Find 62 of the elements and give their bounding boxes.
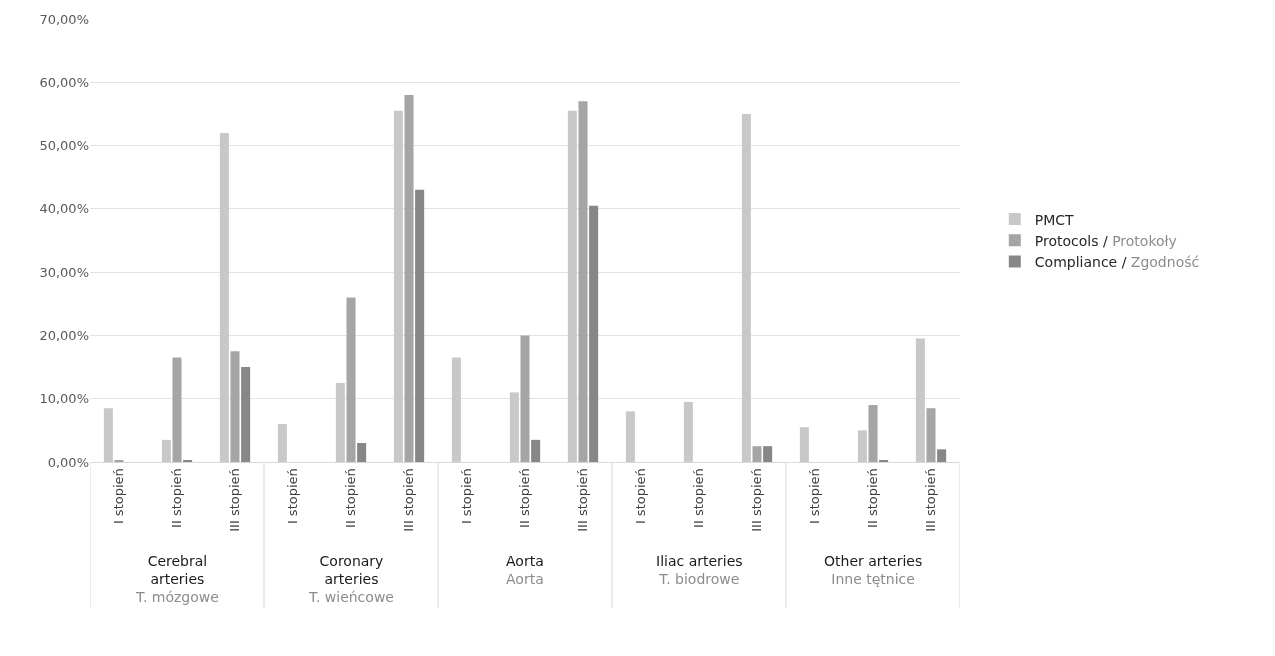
text: Coronary arteries T. wieńcowe [308,553,394,606]
x-tick-label: I stopień [807,468,823,525]
legend-label: Protocols / Protokoły [1034,232,1177,249]
y-tick-label: 40,00% [39,201,89,217]
bar [219,132,229,462]
bar [926,408,936,462]
x-tick-label: I stopień [459,468,475,525]
bar [937,449,947,462]
bar [277,424,287,462]
bar [161,439,171,462]
bar [230,351,240,462]
bar [625,411,635,462]
bar [103,408,113,462]
x-tick-label: III stopień [227,468,243,532]
text: Aorta Aorta [506,553,544,588]
y-tick-label: 30,00% [39,264,89,280]
x-tick-label: II stopień [691,468,707,528]
legend-label: Compliance / Zgodność [1034,253,1200,270]
x-tick-label: II stopień [865,468,881,528]
bar [868,405,878,462]
bar [451,357,461,462]
bar [509,392,519,462]
x-tick-label: I stopień [111,468,127,525]
y-tick-label: 70,00% [39,11,89,27]
x-tick-label: II stopień [517,468,533,528]
y-tick-label: 20,00% [39,327,89,343]
bar [393,110,403,462]
y-tick-label: 50,00% [39,138,89,154]
bar [172,357,182,462]
x-tick-label: III stopień [575,468,591,532]
bar [346,297,356,462]
bar [799,427,809,462]
x-tick-label: I stopień [633,468,649,525]
x-tick-label: III stopień [923,468,939,532]
legend-label: PMCT [1034,211,1075,228]
x-tick-label: I stopień [285,468,301,525]
x-tick-label: III stopień [401,468,417,532]
bar [520,335,530,462]
text: Other arteries Inne tętnice [824,553,923,588]
x-tick-label: II stopień [343,468,359,528]
bar [752,446,762,462]
y-tick-label: 60,00% [39,74,89,90]
bar [567,110,577,462]
x-tick-label: III stopień [749,468,765,532]
bar [915,338,925,462]
bar [741,113,751,462]
bar [335,382,345,462]
bar [857,430,867,462]
bar [763,446,773,462]
y-tick-label: 0,00% [47,454,89,470]
bar [241,367,251,462]
bar [531,439,541,462]
bar [415,189,425,462]
y-tick-label: 10,00% [39,391,89,407]
bar [357,443,367,462]
bar [578,101,588,462]
bar [683,401,693,462]
bar [589,205,599,462]
x-tick-label: II stopień [169,468,185,528]
text: Iliac arteries T. biodrowe [656,553,743,588]
text: Cerebral arteries T. mózgowe [135,553,219,606]
bar [404,94,414,462]
